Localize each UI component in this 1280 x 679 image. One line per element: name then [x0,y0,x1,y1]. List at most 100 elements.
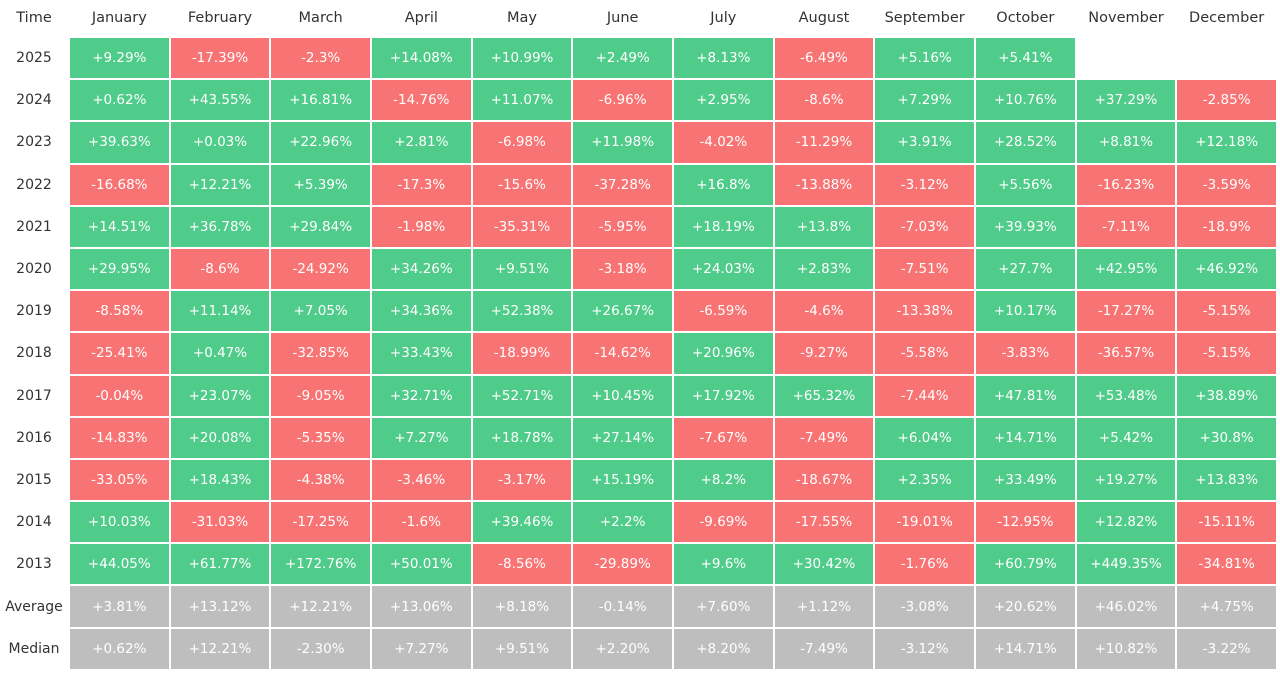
return-cell: +27.7% [975,248,1075,290]
return-cell: +52.38% [472,291,572,332]
return-cell: -14.83% [70,417,169,458]
return-cell: +13.83% [1177,459,1276,501]
return-cell: -25.41% [70,333,169,374]
return-cell: -14.76% [371,80,471,121]
return-cell: +34.36% [371,291,471,332]
return-cell: +172.76% [271,544,370,585]
return-cell: -5.95% [573,206,672,247]
return-cell: -36.57% [1076,333,1176,374]
return-cell: -29.89% [573,544,672,585]
column-header: November [1088,10,1164,26]
return-cell: +30.8% [1177,417,1276,458]
return-cell: +33.43% [371,333,471,374]
return-cell: -7.51% [875,248,974,290]
return-cell: -16.23% [1076,164,1176,205]
return-cell: -8.56% [472,544,572,585]
return-cell: +34.26% [371,248,471,290]
return-cell: -17.55% [774,502,874,543]
return-cell: +14.08% [371,38,471,79]
return-cell: +23.07% [170,375,270,416]
return-cell: -0.04% [70,375,169,416]
return-cell: -13.88% [774,164,874,205]
return-cell: +52.71% [472,375,572,416]
return-cell: -6.49% [774,38,874,79]
return-cell: +3.91% [875,122,974,163]
return-cell: +7.05% [271,291,370,332]
return-cell: -17.3% [371,164,471,205]
return-cell: -0.14% [573,586,672,627]
return-cell: +0.03% [170,122,270,163]
return-cell: -32.85% [271,333,370,374]
return-cell: -8.58% [70,291,169,332]
return-cell: -7.49% [774,628,874,669]
return-cell: -6.98% [472,122,572,163]
return-cell: +13.12% [170,586,270,627]
return-cell: +0.62% [70,80,169,121]
row-label: 2019 [16,303,52,320]
return-cell: -16.68% [70,164,169,205]
return-cell: +2.83% [774,248,874,290]
return-cell: +30.42% [774,544,874,585]
return-cell: -18.9% [1177,206,1276,247]
return-cell: +2.20% [573,628,672,669]
return-cell: +38.89% [1177,375,1276,416]
column-header: February [187,10,253,26]
return-cell: -7.03% [875,206,974,247]
return-cell: -35.31% [472,206,572,247]
return-cell: +449.35% [1076,544,1176,585]
return-cell: +27.14% [573,417,672,458]
return-cell: +33.49% [975,459,1075,501]
return-cell: +2.81% [371,122,471,163]
return-cell: +8.13% [673,38,773,79]
return-cell: -3.17% [472,459,572,501]
return-cell: -3.12% [875,164,974,205]
return-cell: +1.12% [774,586,874,627]
return-cell: +11.98% [573,122,672,163]
return-cell: +50.01% [371,544,471,585]
return-cell: -17.27% [1076,291,1176,332]
row-label: 2022 [16,176,52,193]
return-cell: +37.29% [1076,80,1176,121]
column-header: January [91,10,147,26]
return-cell: -13.38% [875,291,974,332]
return-cell: -24.92% [271,248,370,290]
return-cell: +14.71% [975,417,1075,458]
return-cell: -7.49% [774,417,874,458]
return-cell: +2.35% [875,459,974,501]
return-cell: -19.01% [875,502,974,543]
return-cell: -3.46% [371,459,471,501]
return-cell: -8.6% [774,80,874,121]
return-cell: +9.51% [472,248,572,290]
return-cell: +39.63% [70,122,169,163]
return-cell: +20.96% [673,333,773,374]
return-cell: -9.69% [673,502,773,543]
return-cell: +2.2% [573,502,672,543]
return-cell: +32.71% [371,375,471,416]
return-cell: +28.52% [975,122,1075,163]
return-cell: +7.27% [371,417,471,458]
return-cell: +8.20% [673,628,773,669]
return-cell: -15.11% [1177,502,1276,543]
return-cell: -5.15% [1177,291,1276,332]
column-header: March [298,10,343,26]
return-cell: +10.17% [975,291,1075,332]
return-cell: -5.15% [1177,333,1276,374]
return-cell: -1.98% [371,206,471,247]
return-cell: -33.05% [70,459,169,501]
return-cell: +7.29% [875,80,974,121]
return-cell: +13.06% [371,586,471,627]
return-cell: -17.25% [271,502,370,543]
row-label: 2025 [16,50,52,67]
return-cell: +5.56% [975,164,1075,205]
return-cell: +16.8% [673,164,773,205]
return-cell: +17.92% [673,375,773,416]
return-cell: -4.38% [271,459,370,501]
return-cell: +13.8% [774,206,874,247]
return-cell: -2.85% [1177,80,1276,121]
return-cell: +9.6% [673,544,773,585]
return-cell: +7.27% [371,628,471,669]
return-cell: +53.48% [1076,375,1176,416]
column-header: May [507,10,537,26]
return-cell: -6.59% [673,291,773,332]
return-cell: +18.78% [472,417,572,458]
